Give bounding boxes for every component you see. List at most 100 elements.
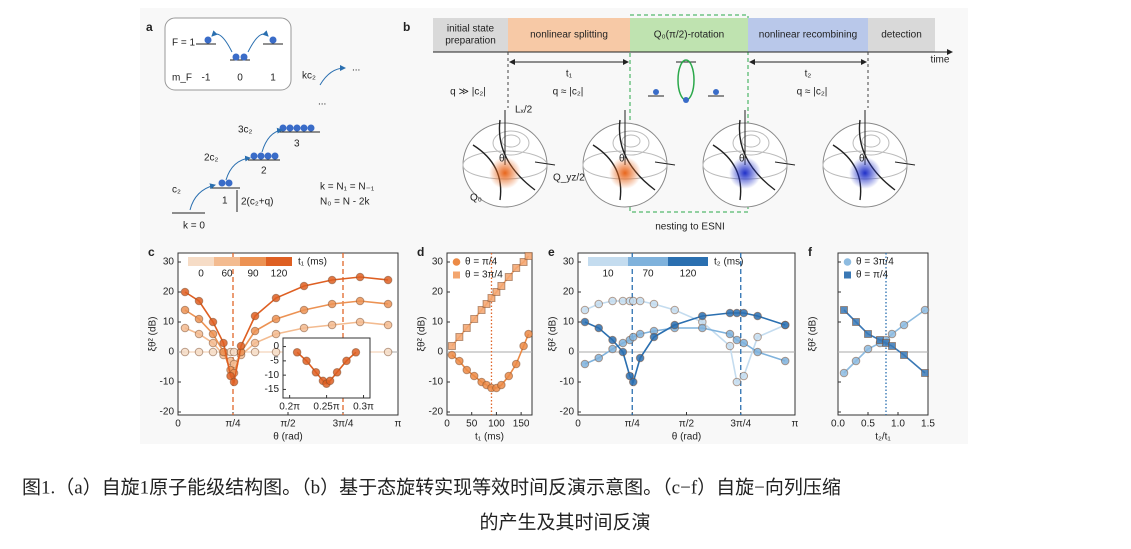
stage-label: detection <box>881 30 922 41</box>
point <box>732 377 742 387</box>
point <box>670 320 680 330</box>
y-tick-label: 0 <box>568 347 574 358</box>
arrow <box>225 155 251 181</box>
point <box>492 288 501 296</box>
point <box>524 329 533 339</box>
point <box>840 306 848 314</box>
x-tick-label: 0 <box>175 419 181 430</box>
point <box>524 252 533 260</box>
plot-area <box>837 252 929 416</box>
legend-title: t₂ (ms) <box>714 257 743 268</box>
point <box>887 329 897 339</box>
y-axis-label: ξθ² (dB) <box>417 316 428 351</box>
mf-value: 0 <box>237 73 243 84</box>
legend-title: t₁ (ms) <box>298 257 327 268</box>
nesting: nesting to ESNI <box>655 222 724 233</box>
point <box>519 341 528 351</box>
legend-marker <box>453 271 460 279</box>
x-axis-label: t₁ (ms) <box>475 432 504 443</box>
mf-value: -1 <box>202 73 211 84</box>
point <box>618 338 628 348</box>
point <box>325 376 335 386</box>
panel-letter: b <box>403 20 410 34</box>
y-tick-label: 0 <box>273 341 279 352</box>
legend-label: 70 <box>642 269 654 280</box>
kc2: kc₂ <box>302 71 316 82</box>
point <box>271 347 281 357</box>
y-tick-label: 30 <box>563 257 575 268</box>
state-blob <box>609 157 641 189</box>
panel-a: a F = 1 m_F -1 0 1 kc₂ ... ... 3c₂ 3 <box>146 17 375 232</box>
y-tick-label: 10 <box>563 317 575 328</box>
stage-box <box>748 18 868 52</box>
point <box>594 299 604 309</box>
stage-box <box>508 18 630 52</box>
point <box>608 344 617 354</box>
ladder-energy: 3c₂ <box>238 125 253 136</box>
point <box>511 359 521 369</box>
ladder-energy: c₂ <box>172 185 181 196</box>
x-tick-label: 50 <box>466 419 478 430</box>
q-cond: q ≫ |c₂| <box>450 87 486 98</box>
legend-marker <box>844 271 851 279</box>
point <box>250 326 260 336</box>
point <box>497 380 506 390</box>
point <box>921 369 929 377</box>
charts: -20 -10 0 10 20 30 0 π/4 π/2 3π/4 π c θ (rad) ξθ² (dB… <box>148 245 936 442</box>
point <box>519 258 528 266</box>
point <box>851 356 861 366</box>
legend-marker <box>452 258 461 266</box>
point <box>753 311 762 321</box>
ladder-k: 3 <box>294 139 300 150</box>
point <box>469 371 479 381</box>
point <box>649 299 659 309</box>
y-tick-label: 0 <box>168 347 174 358</box>
point <box>327 320 337 330</box>
k0: k = 0 <box>183 221 205 232</box>
x-tick-label: π/2 <box>280 419 296 430</box>
rotation-diagram <box>648 59 724 103</box>
point <box>455 333 464 341</box>
x-tick-label: π <box>395 419 402 430</box>
point <box>725 329 735 339</box>
point <box>194 314 204 324</box>
point <box>863 344 873 354</box>
point <box>342 356 351 366</box>
lx: Lₓ/2 <box>515 105 533 116</box>
point <box>271 293 281 303</box>
x-tick-label: 3π/4 <box>730 419 751 430</box>
point <box>299 305 309 315</box>
panel-letter: e <box>548 245 555 259</box>
point <box>383 299 393 309</box>
point <box>628 332 638 342</box>
point <box>725 341 735 351</box>
point <box>299 281 309 291</box>
point <box>383 320 393 330</box>
legend-swatch <box>668 257 708 266</box>
y-tick-label: -10 <box>265 370 280 381</box>
stage-box <box>868 18 935 52</box>
point <box>299 323 309 333</box>
chart: -20 -10 0 10 20 30 0 π/4 π/2 3π/4 π e θ (rad) ξθ² (dB… <box>548 245 799 442</box>
arrow <box>319 65 346 86</box>
q-cond: q ≈ |c₂| <box>797 87 828 98</box>
point <box>250 347 260 357</box>
y-tick-label: -20 <box>160 407 175 418</box>
point <box>332 367 342 377</box>
y-tick-label: -10 <box>560 377 575 388</box>
point <box>580 317 590 327</box>
ladder-k: 2 <box>261 166 267 177</box>
eq: k = N₁ = N₋₁ <box>320 182 375 193</box>
x-tick-label: π <box>792 419 799 430</box>
plot-area <box>282 337 371 399</box>
y-tick-label: 20 <box>163 287 175 298</box>
x-axis-label: θ (rad) <box>672 432 701 443</box>
point <box>864 330 872 338</box>
point <box>635 329 645 339</box>
legend-label: 90 <box>247 269 259 280</box>
time-label: time <box>931 55 950 66</box>
dots: ... <box>318 97 326 108</box>
stage-label: nonlinear recombining <box>759 30 857 41</box>
arrow <box>211 30 233 53</box>
point <box>271 314 281 324</box>
